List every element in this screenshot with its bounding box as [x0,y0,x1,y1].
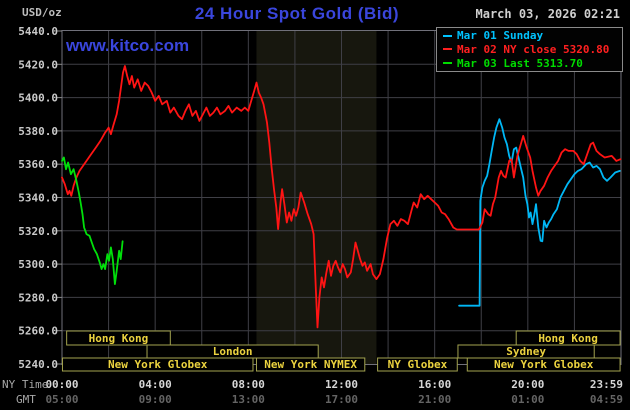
legend-item-mar-02: Mar 02 NY close 5320.80 [437,43,622,56]
session-label: Hong Kong [538,332,598,345]
session-box [466,357,621,372]
legend-swatch-mar-01 [443,34,452,37]
chart-title: 24 Hour Spot Gold (Bid) [194,4,400,23]
legend-swatch-mar-02 [443,48,452,51]
price-axis-tick-label: 5380.0 [18,125,58,138]
series-line-mar-03-last-5313-70 [61,156,124,286]
time-axis-label-ny: 04:00 [139,378,172,391]
session-box [255,357,366,372]
session-label: New York Globex [108,358,208,371]
legend-item-mar-03: Mar 03 Last 5313.70 [437,57,622,70]
price-axis-tick-label: 5360.0 [18,158,58,171]
session-box [66,330,171,346]
session-label: Sydney [506,345,546,358]
price-axis-tick-label: 5260.0 [18,325,58,338]
session-box [61,357,254,372]
time-axis-label-ny: 23:59 [590,378,623,391]
time-axis-label-ny: 00:00 [45,378,78,391]
price-axis-tick-label: 5340.0 [18,192,58,205]
gmt-axis-label: GMT [16,393,36,406]
price-axis-tick-label: 5400.0 [18,92,58,105]
time-axis-label-ny: 08:00 [232,378,265,391]
ny-time-axis-label: NY Time [2,378,49,391]
time-axis-label-gmt: 17:00 [325,393,358,406]
time-axis-label-gmt: 05:00 [45,393,78,406]
series-line-mar-01-sunday [458,118,621,307]
price-axis-tick-label: 5320.0 [18,225,58,238]
time-axis-label-gmt: 13:00 [232,393,265,406]
series-line-mar-02-ny-close-5320-80 [61,65,622,329]
legend-label-mar-01: Mar 01 Sunday [457,29,544,43]
session-label: NY Globex [388,358,448,371]
time-axis-label-ny: 16:00 [418,378,451,391]
legend-label-mar-03: Mar 03 Last 5313.70 [457,56,583,70]
price-axis-tick-label: 5300.0 [18,258,58,271]
chart-legend: Mar 01 Sunday Mar 02 NY close 5320.80 Mar … [436,27,623,72]
kitco-watermark-link[interactable]: www.kitco.com [66,36,190,55]
price-axis-tick-label: 5420.0 [18,58,58,71]
session-box [377,357,458,372]
time-axis-label-gmt: 09:00 [139,393,172,406]
time-axis-label-ny: 12:00 [325,378,358,391]
legend-item-mar-01: Mar 01 Sunday [437,29,622,42]
session-label: New York Globex [494,358,594,371]
legend-label-mar-02: Mar 02 NY close 5320.80 [457,42,610,56]
price-unit-label: USD/oz [22,6,62,19]
session-label: New York NYMEX [264,358,357,371]
time-axis-label-gmt: 01:00 [511,393,544,406]
session-label: Hong Kong [89,332,149,345]
price-axis-tick-label: 5240.0 [18,358,58,371]
time-axis-label-gmt: 04:59 [590,393,623,406]
price-axis-tick-label: 5440.0 [18,25,58,38]
session-label: London [213,345,253,358]
legend-swatch-mar-03 [443,62,452,65]
chart-timestamp: March 03, 2026 02:21 [475,7,621,21]
time-axis-label-ny: 20:00 [511,378,544,391]
price-axis-tick-label: 5280.0 [18,291,58,304]
time-axis-label-gmt: 21:00 [418,393,451,406]
